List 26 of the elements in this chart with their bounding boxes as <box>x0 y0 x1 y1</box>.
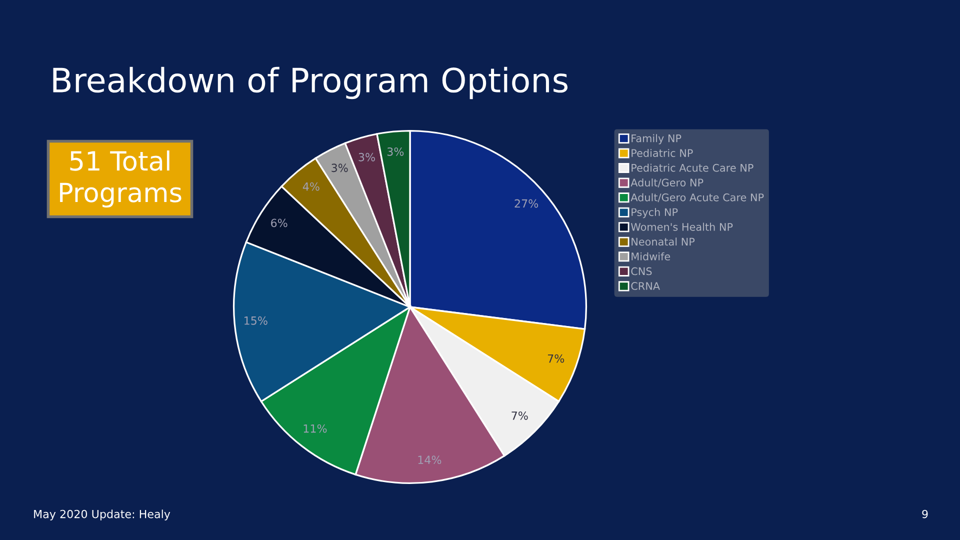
data-label: 3% <box>358 152 375 162</box>
legend-label: Neonatal NP <box>632 238 695 246</box>
data-label: 7% <box>548 354 564 363</box>
data-label: 27% <box>514 199 538 208</box>
data-label: 3% <box>332 164 348 172</box>
legend-label: Adult/Gero NP <box>630 178 704 188</box>
legend-label: Family NP <box>632 134 682 144</box>
legend-label: CNS <box>631 267 652 276</box>
data-label: 7% <box>512 411 528 420</box>
data-label: 15% <box>244 316 268 325</box>
data-label: 4% <box>302 182 320 191</box>
text: May 2020 Update: Healy <box>34 510 170 520</box>
data-label: 11% <box>304 424 327 433</box>
chart-title: Breakdown of Program Options <box>53 66 568 100</box>
legend-label: Psych NP <box>632 208 678 218</box>
legend-label: Adult/Gero Acute Care NP <box>630 193 764 202</box>
data-label: 6% <box>271 218 288 228</box>
text: 9 <box>922 510 928 518</box>
legend-label: CRNA <box>631 282 660 290</box>
data-label: 3% <box>387 147 404 156</box>
legend-label: Midwife <box>632 252 670 260</box>
data-label: 14% <box>418 456 442 464</box>
text: 51 Total Programs <box>60 150 182 208</box>
legend-label: Women's Health NP <box>630 222 733 231</box>
legend-label: Pediatric NP <box>632 148 693 157</box>
legend-label: Pediatric Acute Care NP <box>632 164 754 172</box>
